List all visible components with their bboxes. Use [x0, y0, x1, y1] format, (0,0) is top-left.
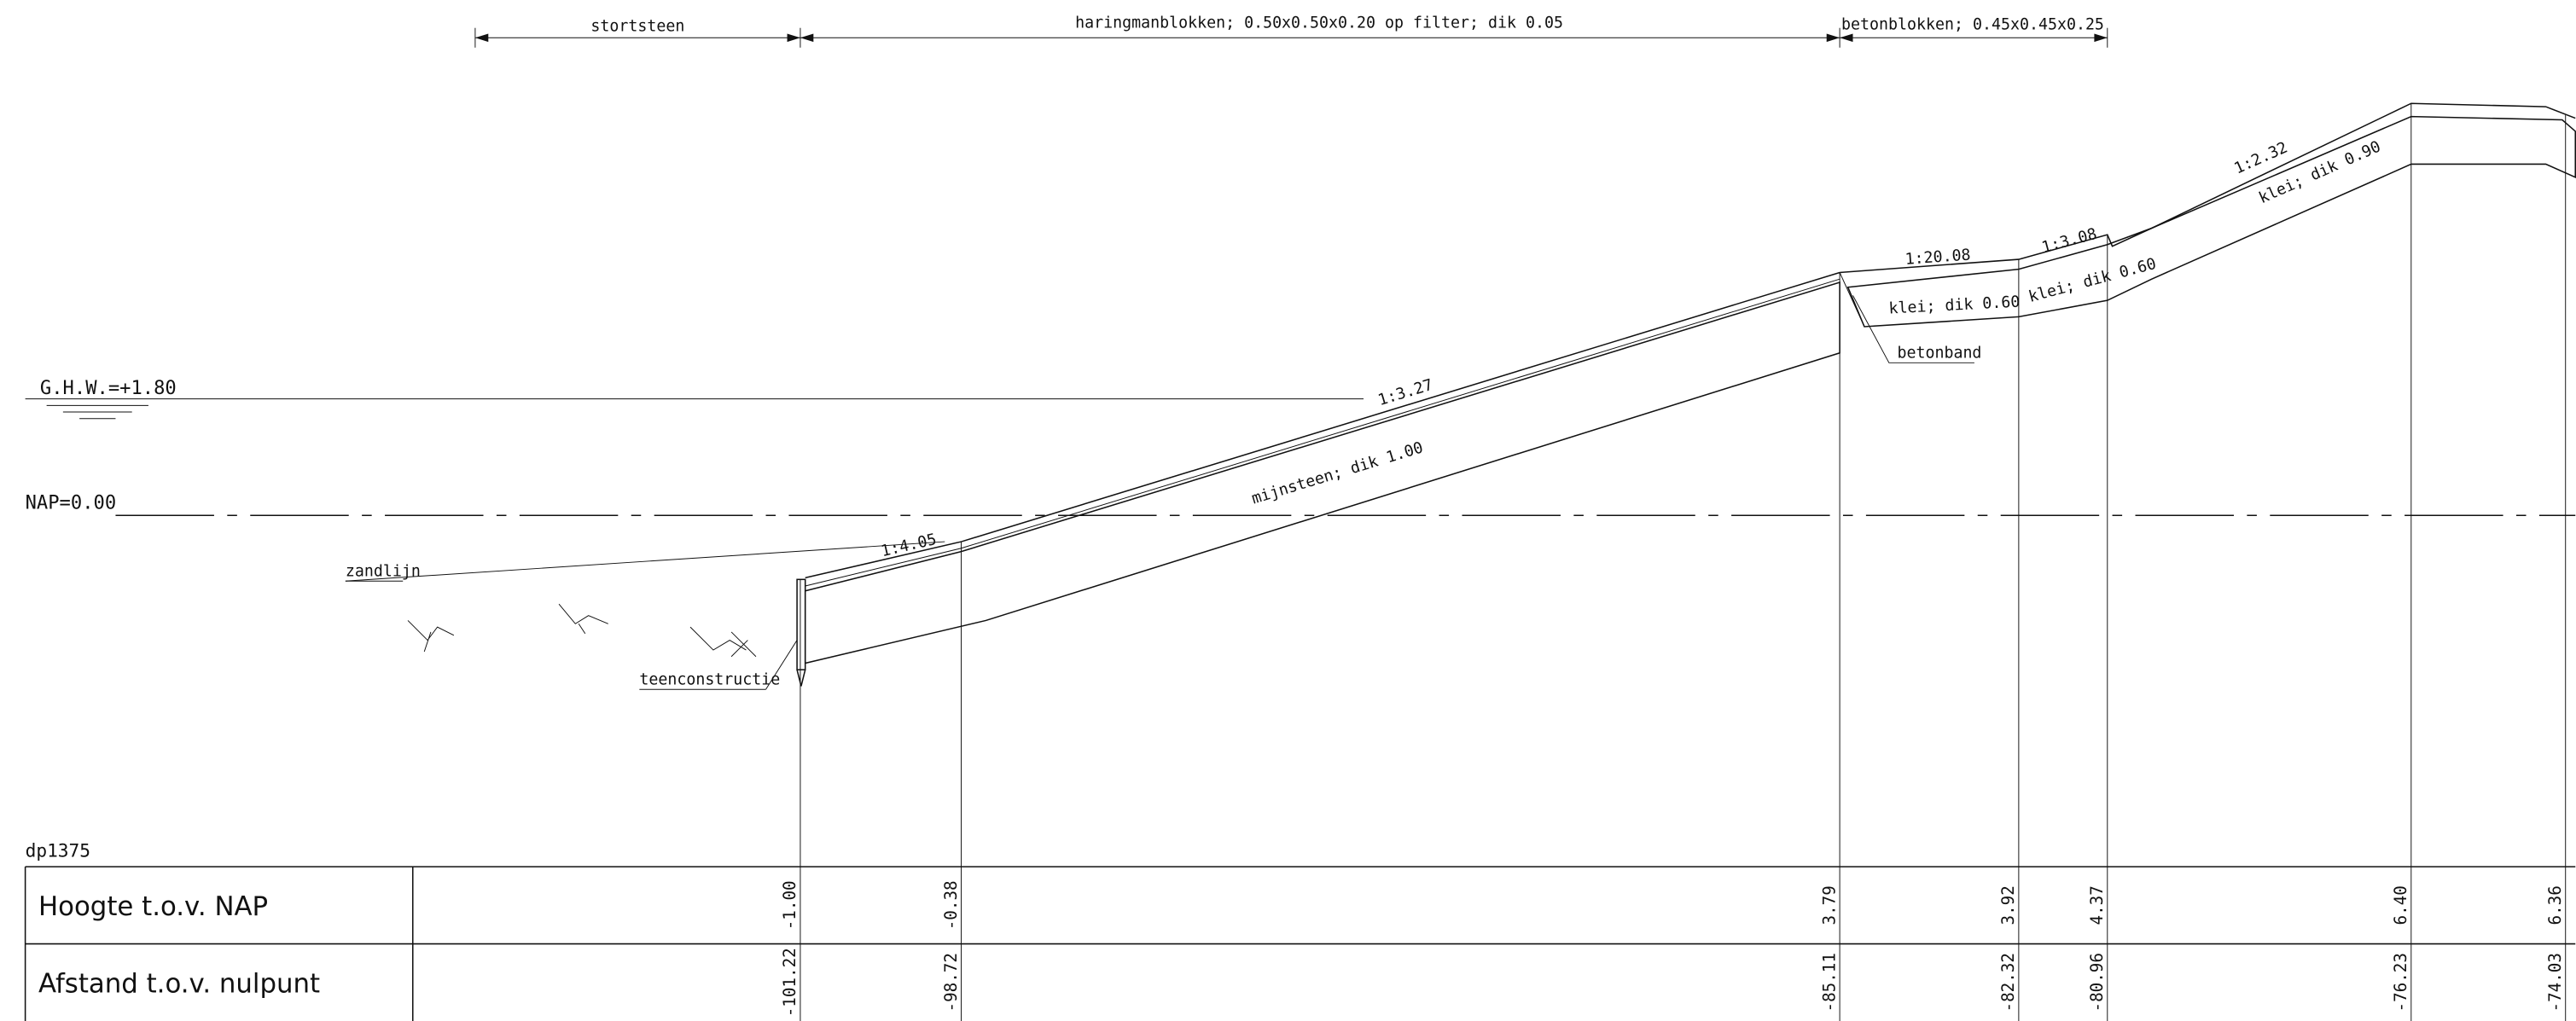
cell-value: -0.38 — [941, 880, 961, 930]
cell-value: 4.37 — [2087, 885, 2107, 925]
dim-label: betonblokken; 0.45x0.45x0.25 — [1841, 16, 2104, 34]
betonband — [1839, 272, 1865, 328]
klei-layer — [1846, 115, 2576, 328]
cell-value: 6.40 — [2391, 885, 2410, 925]
betonband-label: betonband — [1897, 345, 1981, 363]
dim-label: haringmanblokken; 0.50x0.50x0.20 op filt… — [1075, 15, 1563, 32]
cell-value: -76.23 — [2391, 953, 2410, 1012]
stone-symbols — [407, 603, 757, 658]
slope-label: 1:20.08 — [1904, 247, 1971, 269]
cell-value: -82.32 — [1998, 953, 2018, 1012]
table — [24, 866, 2576, 1021]
cell-value: 3.79 — [1819, 885, 1839, 925]
cell-value: -80.96 — [2087, 953, 2107, 1012]
profile-id: dp1375 — [26, 840, 90, 861]
dim-label: stortsteen — [590, 18, 684, 36]
slope-label: 1:3.08 — [2040, 225, 2099, 257]
sheet-pile — [796, 578, 806, 670]
layer-label: klei; dik 0.60 — [2026, 255, 2158, 306]
profile-top — [1840, 102, 2576, 274]
cell-value: 6.36 — [2545, 885, 2565, 925]
layer-label: klei; dik 0.60 — [1888, 293, 2021, 318]
row-label: Hoogte t.o.v. NAP — [38, 891, 268, 922]
teen-label: teenconstructie — [639, 670, 780, 688]
filter-line — [805, 278, 1840, 587]
sheet-pile-tip — [796, 669, 806, 687]
cell-value: -85.11 — [1819, 953, 1839, 1012]
leader — [1852, 295, 1974, 363]
cell-value: 3.92 — [1998, 885, 2018, 925]
cell-value: -74.03 — [2545, 953, 2565, 1012]
zandlijn-line — [345, 541, 945, 582]
dimension-line — [474, 27, 2108, 48]
cell-value: -1.00 — [780, 880, 800, 930]
cell-value: -98.72 — [941, 953, 961, 1012]
nap-label: NAP=0.00 — [26, 492, 117, 514]
cell-value: -101.22 — [780, 948, 800, 1017]
layer-label: mijnsteen; dik 1.00 — [1249, 438, 1425, 508]
ghw-label: G.H.W.=+1.80 — [40, 377, 177, 399]
water-symbol — [46, 404, 148, 420]
row-label: Afstand t.o.v. nulpunt — [38, 968, 320, 999]
zandlijn-label: zandlijn — [346, 562, 421, 580]
leader — [765, 640, 798, 690]
slope-label: 1:3.27 — [1376, 376, 1435, 409]
revetment-top — [805, 271, 1840, 579]
